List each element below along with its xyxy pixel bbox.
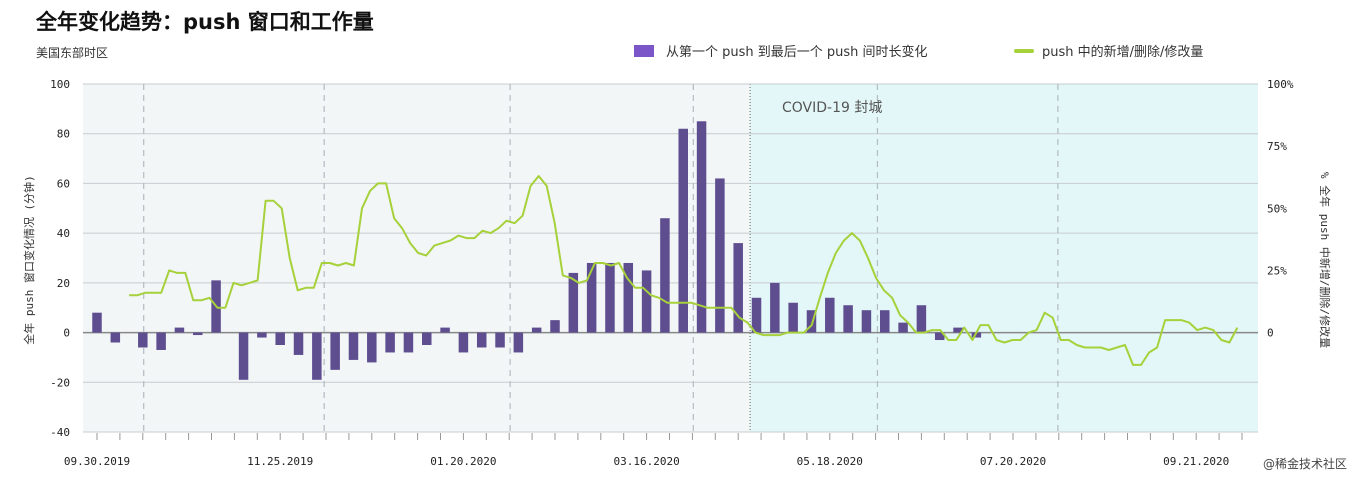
legend-bar-swatch	[634, 44, 654, 57]
bar	[733, 243, 743, 333]
legend-bar-label: 从第一个 push 到最后一个 push 间时长变化	[666, 45, 928, 60]
bar	[238, 332, 249, 380]
legend-line-swatch	[1014, 48, 1034, 53]
bar	[174, 327, 185, 333]
y-left-tick-label: 0	[63, 327, 70, 340]
bar	[770, 282, 780, 333]
x-tick-label: 05.18.2020	[797, 455, 863, 468]
y-left-tick-label: 20	[57, 277, 70, 290]
bar	[293, 332, 304, 355]
bar	[440, 327, 450, 333]
bar	[751, 297, 762, 333]
bar	[788, 302, 798, 333]
bar	[678, 128, 688, 333]
y-left-tick-label: 80	[57, 128, 70, 141]
bar	[605, 262, 615, 333]
bar	[110, 332, 121, 343]
bar	[193, 332, 203, 336]
bar	[843, 305, 853, 333]
y-right-tick-label: 0	[1267, 327, 1274, 340]
bar	[568, 272, 579, 333]
bar	[138, 332, 148, 348]
bar	[275, 332, 285, 345]
bar	[312, 332, 322, 380]
watermark: @稀金技术社区	[1262, 457, 1347, 471]
x-tick-label: 07.20.2020	[980, 455, 1046, 468]
bar	[92, 312, 102, 333]
y-right-tick-label: 100%	[1267, 78, 1294, 91]
y-right-tick-label: 25%	[1267, 264, 1287, 277]
y-right-tick-label: 50%	[1267, 202, 1287, 215]
bar	[825, 297, 835, 333]
bar	[330, 332, 340, 370]
bar	[550, 320, 560, 333]
bar	[934, 332, 945, 341]
y-left-tick-label: 40	[57, 227, 70, 240]
bar	[623, 262, 634, 333]
bar	[880, 310, 890, 333]
x-tick-label: 03.16.2020	[613, 455, 679, 468]
bar	[257, 332, 267, 338]
x-tick-label: 09.21.2020	[1163, 455, 1229, 468]
x-tick-label: 01.20.2020	[430, 455, 496, 468]
bar	[641, 270, 652, 333]
bar	[495, 332, 505, 348]
bar	[898, 322, 908, 333]
y-left-axis-label: 全年 push 窗口变化情况 (分钟)	[22, 175, 36, 345]
bar	[385, 332, 395, 353]
y-right-axis-label: % 全年 push 中新增/删除/修改量	[1318, 172, 1332, 348]
x-tick-label: 09.30.2019	[64, 455, 130, 468]
plot-background	[83, 84, 751, 432]
chart-subtitle: 美国东部时区	[36, 46, 109, 60]
bar	[953, 327, 963, 333]
bar	[367, 332, 377, 363]
y-left-tick-label: -40	[50, 426, 70, 439]
y-right-tick-label: 75%	[1267, 140, 1287, 153]
bar	[348, 332, 359, 360]
chart-title: 全年变化趋势：push 窗口和工作量	[36, 10, 374, 34]
bar	[806, 310, 817, 333]
legend-bar-entry: 从第一个 push 到最后一个 push 间时长变化	[634, 41, 928, 60]
series-line	[129, 175, 1239, 366]
covid-annotation: COVID-19 封城	[782, 100, 882, 116]
bar	[403, 332, 414, 353]
y-left-tick-label: 60	[57, 177, 70, 190]
y-left-tick-label: -20	[50, 376, 70, 389]
bar	[861, 310, 872, 333]
bar	[715, 178, 725, 333]
x-tick-label: 11.25.2019	[247, 455, 313, 468]
y-left-tick-label: 100	[50, 78, 70, 91]
bar	[422, 332, 432, 345]
bar	[531, 327, 542, 333]
bar	[916, 305, 927, 333]
bar	[696, 121, 707, 333]
legend-line-entry: push 中的新增/删除/修改量	[1014, 41, 1203, 60]
bar	[513, 332, 524, 353]
bar	[458, 332, 469, 353]
bar	[660, 218, 670, 333]
legend-line-label: push 中的新增/删除/修改量	[1042, 45, 1204, 60]
bar	[476, 332, 487, 348]
bar	[971, 332, 982, 338]
covid-period-background	[750, 84, 1258, 432]
bar	[156, 332, 166, 350]
bar	[586, 262, 597, 333]
